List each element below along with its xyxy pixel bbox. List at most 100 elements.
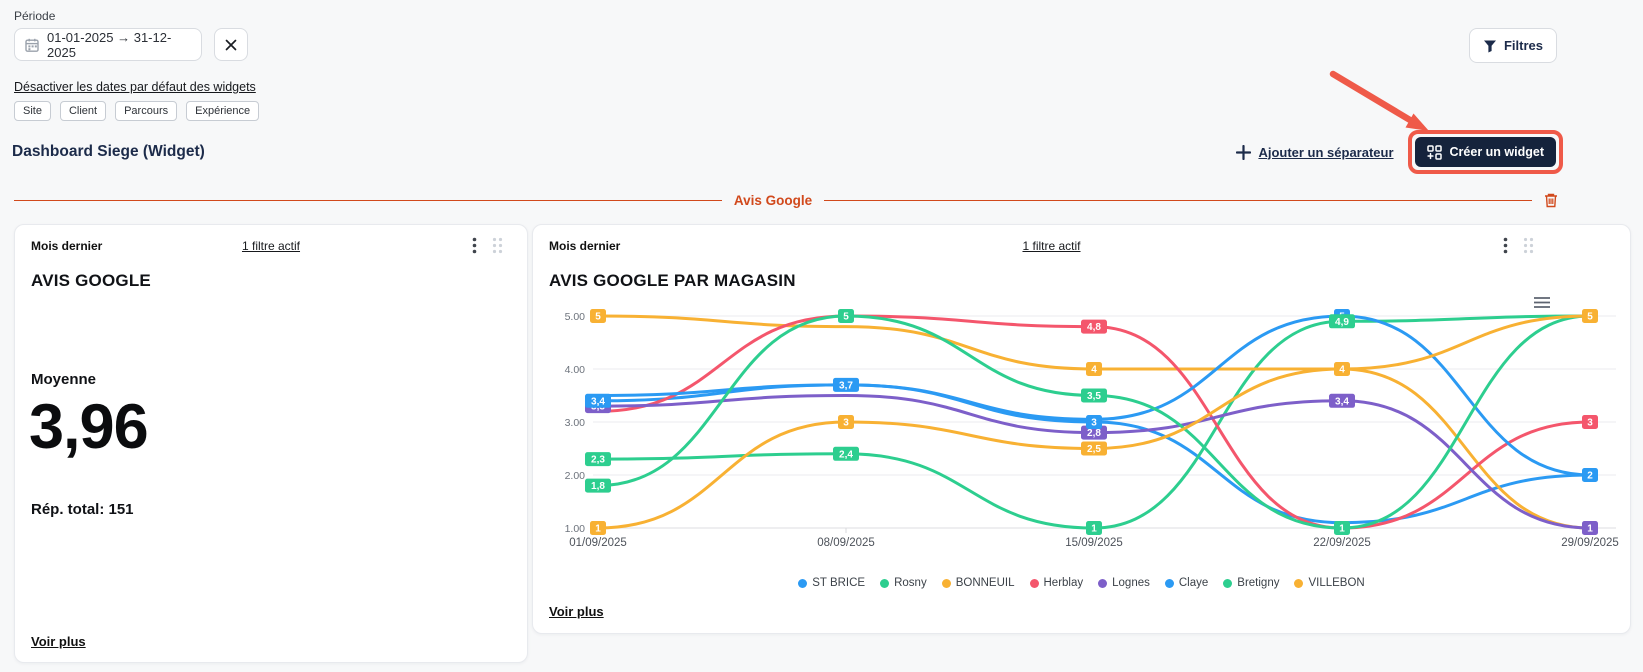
svg-text:2: 2 [1587, 471, 1593, 482]
legend-item[interactable]: VILLEBON [1294, 577, 1365, 589]
annotation-highlight-ring: Créer un widget [1407, 130, 1563, 174]
svg-text:22/09/2025: 22/09/2025 [1313, 537, 1371, 549]
series-dot-icon [1098, 578, 1108, 588]
series-name: ST BRICE [812, 577, 866, 589]
add-separator-link[interactable]: Ajouter un séparateur [1236, 144, 1394, 160]
active-filter-link[interactable]: 1 filtre actif [241, 239, 301, 253]
svg-text:3: 3 [843, 418, 849, 429]
add-separator-label: Ajouter un séparateur [1258, 144, 1394, 160]
drag-handle-icon[interactable] [492, 237, 503, 254]
period-value: 01-01-2025 → 31-12-2025 [47, 29, 172, 60]
tag-parcours[interactable]: Parcours [115, 101, 178, 122]
page-title: Dashboard Siege (Widget) [12, 143, 205, 160]
create-widget-label: Créer un widget [1449, 145, 1544, 159]
svg-text:2,3: 2,3 [591, 455, 605, 466]
calendar-icon [25, 38, 39, 52]
svg-text:3: 3 [1091, 418, 1097, 429]
create-widget-button[interactable]: Créer un widget [1414, 137, 1556, 167]
tag-client[interactable]: Client [59, 101, 107, 122]
card-avis-google-par-magasin: Mois dernier 1 filtre actif AVIS GOOGLE … [532, 224, 1631, 634]
legend-item[interactable]: Bretigny [1223, 577, 1279, 589]
svg-text:5: 5 [595, 312, 601, 323]
hamburger-menu-icon[interactable] [1534, 297, 1550, 309]
metric-value: 3,96 [29, 392, 149, 462]
section-divider: Avis Google [14, 192, 1558, 208]
card-avis-google: Mois dernier 1 filtre actif AVIS GOOGLE … [14, 224, 528, 663]
card-period-label: Mois dernier [31, 239, 103, 253]
legend-item[interactable]: Lognes [1098, 577, 1150, 589]
svg-text:29/09/2025: 29/09/2025 [1561, 537, 1619, 549]
svg-text:3,5: 3,5 [1087, 391, 1101, 402]
legend-item[interactable]: ST BRICE [798, 577, 865, 589]
svg-text:4,9: 4,9 [1335, 317, 1349, 328]
tag-site[interactable]: Site [14, 101, 51, 122]
trash-icon[interactable] [1544, 193, 1558, 208]
series-name: Lognes [1112, 577, 1150, 589]
series-name: Rosny [894, 577, 927, 589]
period-label: Période [14, 9, 56, 23]
svg-text:3,4: 3,4 [1335, 396, 1349, 407]
svg-text:15/09/2025: 15/09/2025 [1065, 537, 1123, 549]
svg-text:4: 4 [1091, 365, 1097, 376]
metric-total: Rép. total: 151 [31, 501, 134, 518]
svg-text:1.00: 1.00 [565, 523, 586, 535]
series-dot-icon [1164, 578, 1174, 588]
svg-text:1: 1 [1091, 524, 1097, 535]
legend-item[interactable]: BONNEUIL [941, 577, 1015, 589]
svg-text:2.00: 2.00 [565, 470, 586, 482]
funnel-icon [1483, 39, 1497, 53]
plus-icon [1236, 144, 1252, 160]
svg-text:4,8: 4,8 [1087, 322, 1101, 333]
see-more-link[interactable]: Voir plus [549, 604, 604, 619]
svg-text:3.00: 3.00 [565, 417, 586, 429]
divider-line-right [824, 199, 1533, 201]
period-date-range-input[interactable]: 01-01-2025 → 31-12-2025 [14, 28, 202, 61]
line-chart: 1.00 2.00 3.00 4.00 5.00 01/09/2025 08/09/2025… [565, 309, 1619, 549]
series-dot-icon [880, 578, 890, 588]
see-more-link[interactable]: Voir plus [31, 634, 86, 649]
svg-text:08/09/2025: 08/09/2025 [817, 537, 875, 549]
disable-default-dates-link[interactable]: Désactiver les dates par défaut des widg… [14, 80, 256, 94]
series-name: BONNEUIL [955, 577, 1015, 589]
svg-text:3,7: 3,7 [839, 381, 853, 392]
drag-handle-icon[interactable] [1523, 237, 1534, 254]
kebab-menu-icon[interactable] [1503, 237, 1508, 254]
x-icon [225, 39, 237, 51]
active-filter-link[interactable]: 1 filtre actif [1022, 239, 1081, 253]
card-period-label: Mois dernier [549, 239, 621, 253]
series-name: Bretigny [1237, 577, 1280, 589]
svg-text:5: 5 [843, 312, 849, 323]
tag-experience[interactable]: Expérience [186, 101, 260, 122]
svg-text:1: 1 [595, 524, 601, 535]
svg-text:3,4: 3,4 [591, 396, 605, 407]
series-dot-icon [941, 578, 951, 588]
svg-text:5: 5 [1587, 312, 1593, 323]
legend-item[interactable]: Claye [1164, 577, 1209, 589]
widget-grid-plus-icon [1426, 144, 1442, 160]
legend-item[interactable]: Rosny [880, 577, 927, 589]
svg-text:01/09/2025: 01/09/2025 [569, 537, 627, 549]
svg-text:3: 3 [1587, 418, 1593, 429]
series-name: Herblay [1043, 577, 1084, 589]
series-dot-icon [1294, 578, 1304, 588]
filters-button[interactable]: Filtres [1468, 28, 1557, 63]
scope-tags: Site Client Parcours Expérience [14, 101, 260, 122]
metric-label: Moyenne [31, 371, 97, 388]
kebab-menu-icon[interactable] [472, 237, 477, 254]
filters-label: Filtres [1503, 38, 1543, 53]
series-name: Claye [1178, 577, 1209, 589]
series-dot-icon [798, 578, 808, 588]
card-title: AVIS GOOGLE PAR MAGASIN [549, 271, 796, 290]
chart-legend: ST BRICE Rosny BONNEUIL Herblay Lognes Claye B… [533, 577, 1630, 589]
svg-text:4.00: 4.00 [565, 364, 586, 376]
divider-line-left [14, 199, 722, 201]
clear-period-button[interactable] [214, 28, 248, 61]
legend-item[interactable]: Herblay [1029, 577, 1084, 589]
series-dot-icon [1029, 578, 1039, 588]
svg-text:2,5: 2,5 [1087, 444, 1101, 455]
card-title: AVIS GOOGLE [31, 271, 151, 290]
series-name: VILLEBON [1308, 577, 1365, 589]
svg-text:2,4: 2,4 [839, 449, 853, 460]
svg-text:2,8: 2,8 [1087, 428, 1101, 439]
header-actions: Ajouter un séparateur Créer un widget [1236, 130, 1563, 174]
